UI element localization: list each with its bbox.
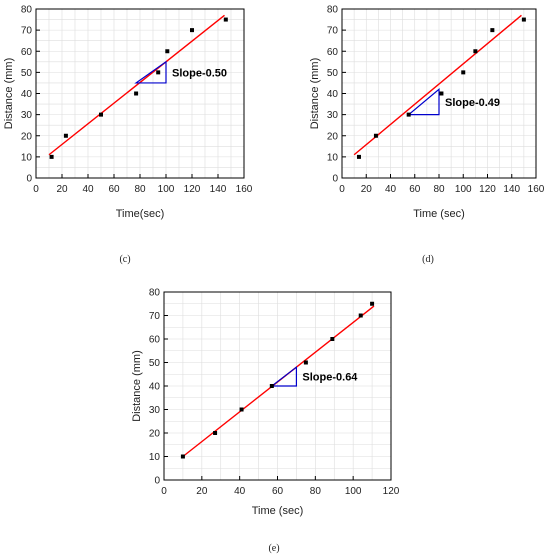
x-tick-label: 40: [82, 184, 94, 195]
x-tick-label: 120: [184, 184, 201, 195]
x-tick-label: 40: [234, 486, 246, 497]
x-tick-label: 140: [503, 184, 520, 195]
data-point: [521, 17, 526, 22]
y-axis-title: Distance (mm): [3, 58, 15, 130]
x-tick-label: 80: [433, 184, 445, 195]
x-tick-label: 0: [339, 184, 345, 195]
x-tick-label: 80: [310, 486, 322, 497]
y-tick-label: 20: [327, 131, 339, 142]
data-point: [406, 112, 411, 117]
data-point: [180, 454, 185, 459]
x-tick-label: 160: [528, 184, 545, 195]
x-tick-label: 140: [210, 184, 227, 195]
x-tick-label: 100: [345, 486, 362, 497]
data-point: [239, 407, 244, 412]
data-point: [156, 70, 161, 75]
y-tick-label: 10: [21, 152, 33, 163]
y-tick-label: 80: [327, 5, 339, 16]
slope-triangle: [407, 87, 440, 116]
chart-e: 0 20 40 60 80 100 120 0 10 20 30 40 50 60 70 80 Time (se…: [131, 288, 400, 555]
y-tick-label: 20: [21, 131, 33, 142]
chart-d: 0 20 40 60 80 100 120 140 160 0 10 20 30 40 50 60 70 80 Ti…: [309, 5, 545, 266]
data-point: [473, 49, 478, 54]
y-tick-label: 40: [149, 382, 161, 393]
chart-c: 0 20 40 60 80 100 120 140 160 0 10 20 30 40 50 60 70 80 Ti…: [3, 5, 253, 266]
x-axis-title: Time (sec): [413, 208, 465, 220]
x-tick-label: 160: [236, 184, 253, 195]
data-point: [134, 91, 139, 96]
data-point: [223, 17, 228, 22]
y-tick-label: 0: [26, 174, 32, 185]
x-tick-label: 0: [33, 184, 39, 195]
x-tick-label: 60: [272, 486, 284, 497]
data-point: [49, 154, 54, 159]
y-tick-label: 70: [21, 26, 33, 37]
y-tick-label: 10: [149, 452, 161, 463]
y-tick-label: 30: [21, 110, 33, 121]
x-tick-label: 0: [161, 486, 167, 497]
data-point: [370, 301, 375, 306]
x-tick-label: 60: [108, 184, 120, 195]
x-tick-label: 40: [385, 184, 397, 195]
data-point: [269, 384, 274, 388]
y-tick-label: 0: [332, 174, 338, 185]
data-point: [439, 91, 444, 96]
y-tick-label: 60: [149, 335, 161, 346]
y-tick-label: 40: [327, 89, 339, 100]
data-point: [373, 133, 378, 138]
slope-label: Slope-0.50: [172, 67, 227, 79]
y-axis-title: Distance (mm): [131, 350, 143, 422]
y-tick-label: 30: [327, 110, 339, 121]
y-tick-label: 60: [21, 47, 33, 58]
y-axis-title: Distance (mm): [309, 58, 321, 130]
x-tick-label: 120: [383, 486, 400, 497]
y-tick-label: 70: [149, 311, 161, 322]
slope-triangle: [134, 60, 167, 84]
x-tick-label: 60: [409, 184, 421, 195]
y-tick-label: 60: [327, 47, 339, 58]
x-axis-title: Time(sec): [116, 208, 164, 220]
y-tick-label: 10: [327, 152, 339, 163]
y-tick-label: 70: [327, 26, 339, 37]
data-point: [358, 313, 363, 318]
data-point: [213, 431, 218, 435]
y-tick-label: 40: [21, 89, 33, 100]
slope-label: Slope-0.49: [445, 97, 500, 109]
fit-line: [48, 14, 225, 156]
y-tick-label: 80: [149, 288, 161, 299]
data-point: [303, 360, 308, 365]
y-tick-label: 0: [154, 476, 160, 487]
fit-line: [353, 14, 522, 156]
data-point: [461, 70, 466, 75]
data-point: [99, 112, 103, 117]
x-tick-label: 100: [158, 184, 175, 195]
x-tick-label: 20: [196, 486, 208, 497]
y-tick-label: 50: [21, 68, 33, 79]
y-tick-label: 50: [327, 68, 339, 79]
x-axis-title: Time (sec): [252, 505, 304, 517]
y-tick-label: 50: [149, 358, 161, 369]
slope-triangle: [270, 365, 298, 387]
y-tick-label: 80: [21, 5, 33, 16]
x-tick-label: 20: [56, 184, 68, 195]
data-point: [356, 154, 361, 159]
y-tick-label: 30: [149, 405, 161, 416]
x-tick-label: 80: [134, 184, 146, 195]
figure-caption: (e): [268, 543, 279, 554]
figure-caption: (d): [422, 254, 434, 265]
x-tick-label: 20: [361, 184, 373, 195]
y-tick-label: 20: [149, 429, 161, 440]
figure-caption: (c): [119, 254, 130, 265]
data-point: [330, 337, 335, 341]
data-point: [490, 28, 495, 33]
x-tick-label: 120: [479, 184, 496, 195]
data-point: [63, 133, 68, 138]
data-point: [165, 49, 170, 54]
slope-label: Slope-0.64: [302, 372, 358, 384]
x-tick-label: 100: [455, 184, 472, 195]
data-point: [190, 28, 194, 33]
